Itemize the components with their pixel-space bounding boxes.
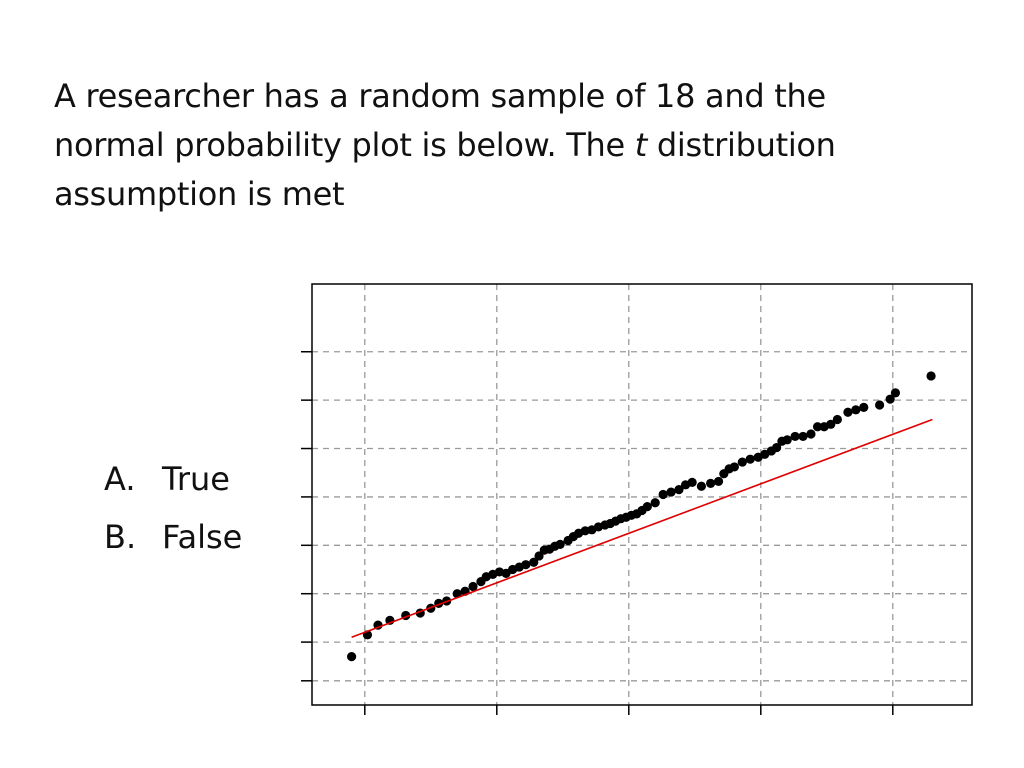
question-line-3: assumption is met [54, 175, 345, 213]
data-point [555, 539, 565, 549]
data-point [812, 422, 823, 432]
data-point [826, 419, 836, 429]
data-point [926, 371, 936, 381]
data-point [737, 457, 747, 467]
data-point [745, 454, 755, 464]
data-point [347, 652, 357, 662]
data-point [713, 476, 724, 487]
fit-line [351, 418, 933, 639]
question-line-2b: distribution [647, 126, 836, 164]
data-point [885, 394, 895, 404]
option-a-letter: A. [104, 460, 136, 498]
data-point [650, 498, 660, 508]
plot-frame [311, 283, 973, 706]
option-b-text: False [162, 518, 243, 556]
data-point [859, 402, 869, 412]
option-a-text: True [162, 460, 230, 498]
question-text: A researcher has a random sample of 18 a… [54, 72, 954, 219]
data-point [706, 478, 716, 488]
data-point [798, 431, 808, 442]
data-point [687, 477, 697, 488]
data-point [790, 431, 800, 442]
data-point [666, 487, 676, 497]
option-b[interactable]: B. False [104, 508, 242, 566]
question-line-2a: normal probability plot is below. The [54, 126, 635, 164]
data-point [806, 429, 816, 439]
data-point [772, 442, 782, 453]
data-point [534, 551, 544, 561]
answer-options: A. True B. False [104, 450, 242, 566]
question-line-1: A researcher has a random sample of 18 a… [54, 77, 826, 115]
data-point [782, 435, 792, 445]
data-point [529, 557, 539, 567]
data-point [875, 400, 885, 410]
data-points [347, 371, 936, 662]
data-point [674, 485, 684, 495]
data-point [832, 414, 842, 425]
axis-ticks [301, 350, 894, 715]
grid [312, 284, 972, 705]
data-point [696, 481, 707, 491]
data-point [642, 501, 652, 512]
data-point [729, 462, 740, 472]
question-t-italic: t [634, 126, 648, 164]
data-point [468, 581, 478, 592]
option-a[interactable]: A. True [104, 450, 242, 508]
data-point [658, 489, 668, 500]
data-point [521, 560, 531, 570]
option-b-letter: B. [104, 518, 137, 556]
data-point [890, 388, 901, 398]
data-point [843, 407, 853, 417]
data-point [851, 405, 861, 415]
